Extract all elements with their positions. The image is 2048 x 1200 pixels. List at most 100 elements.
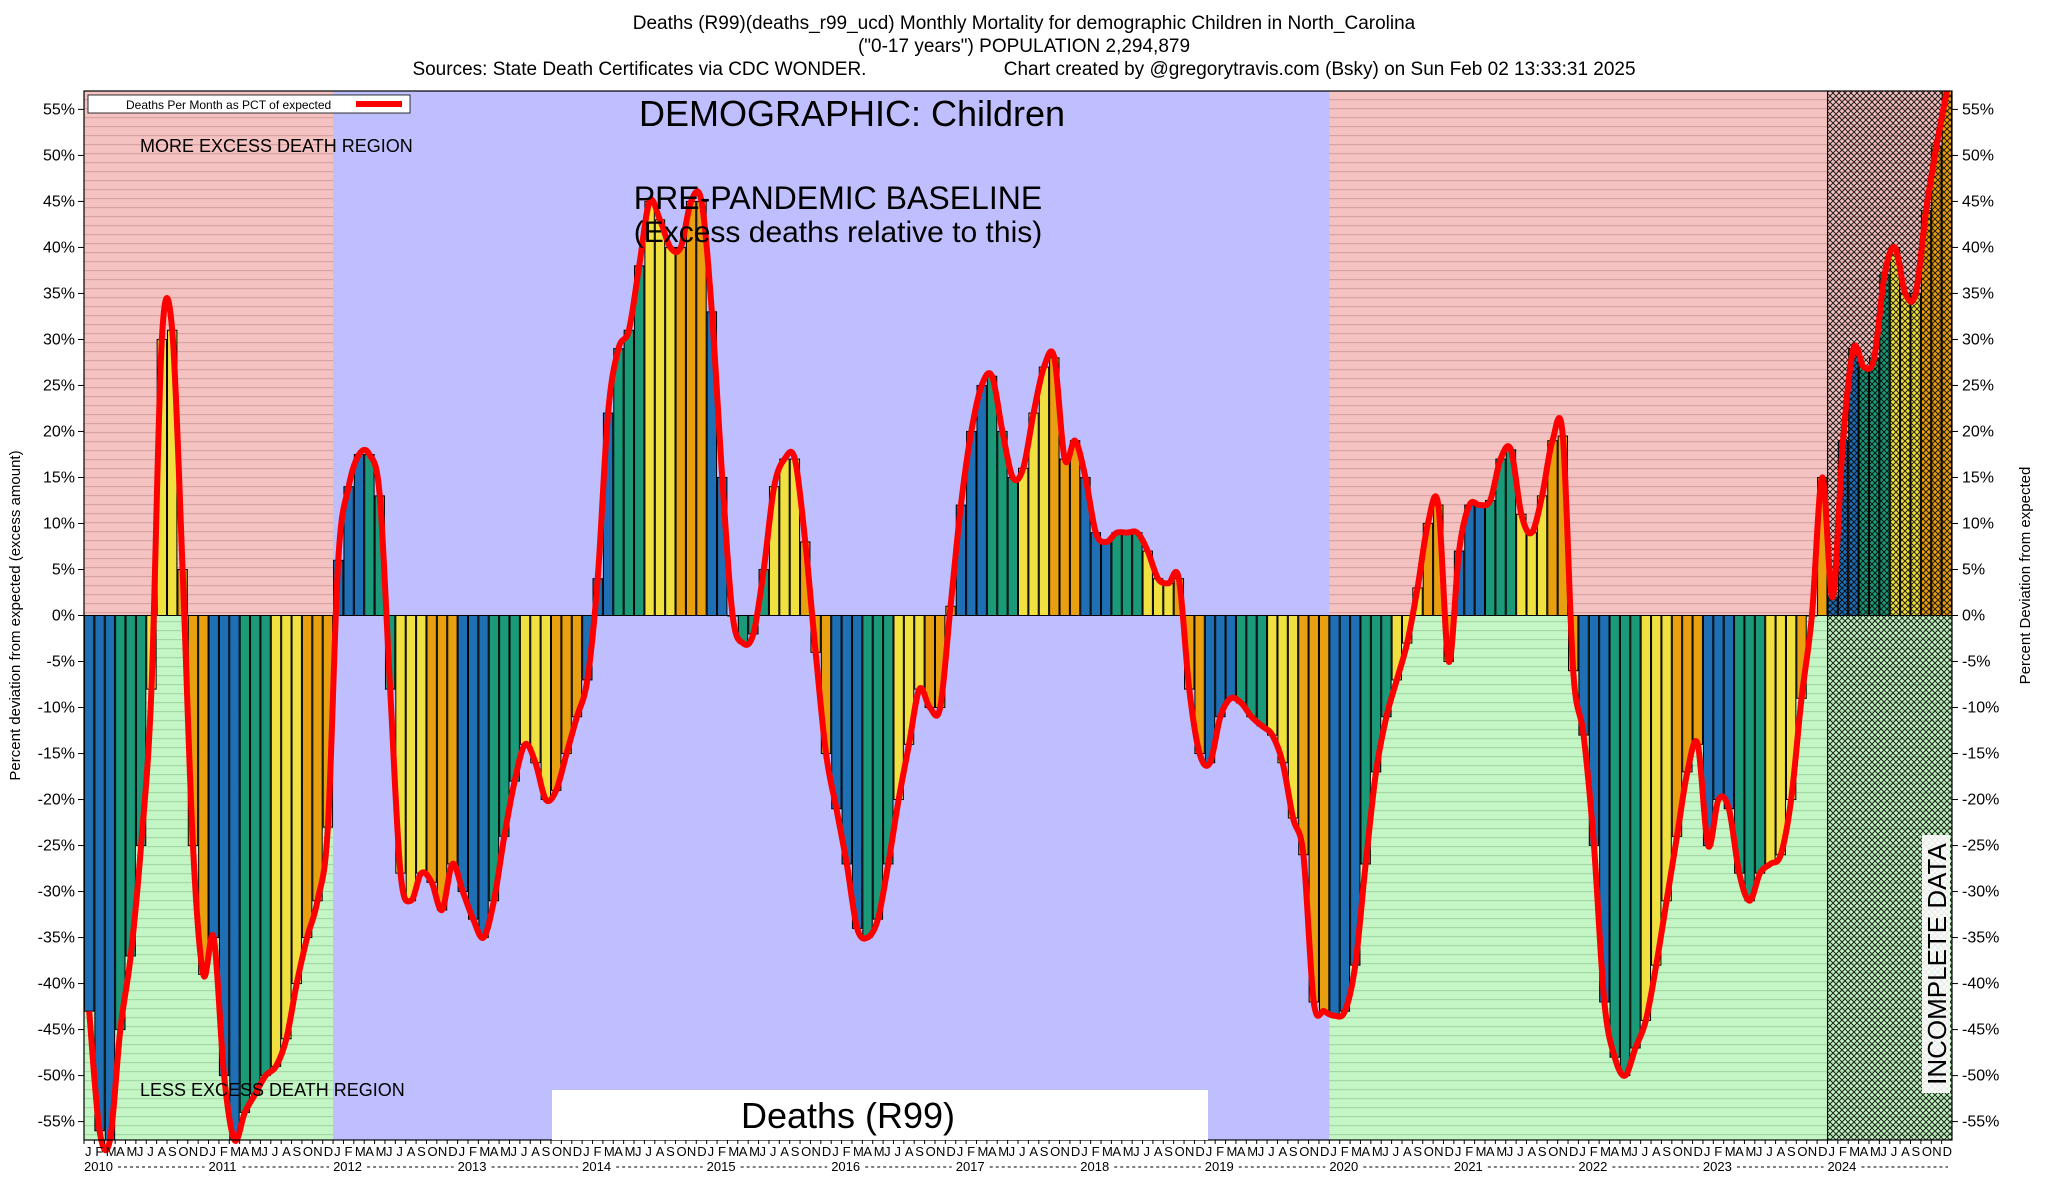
less-excess-label: LESS EXCESS DEATH REGION — [140, 1080, 405, 1100]
data-bar — [613, 348, 624, 616]
data-bar — [1163, 582, 1174, 617]
y-tick-label-right: -40% — [1962, 976, 1999, 993]
data-bar — [1692, 615, 1703, 745]
y-tick-label-left: -5% — [47, 654, 75, 671]
y-tick-label-left: 30% — [43, 331, 75, 348]
x-tick-month-label: J — [261, 1144, 268, 1159]
x-tick-month-label: A — [905, 1144, 914, 1159]
x-tick-month-label: N — [189, 1144, 198, 1159]
x-tick-month-label: F — [1216, 1144, 1224, 1159]
data-bar — [94, 615, 105, 1132]
y-tick-label-right: -15% — [1962, 746, 1999, 763]
y-tick-label-right: -55% — [1962, 1114, 1999, 1131]
data-bar — [1640, 615, 1652, 1021]
data-bar — [685, 200, 697, 616]
y-tick-label-right: -25% — [1962, 838, 1999, 855]
x-tick-month-label: A — [365, 1144, 374, 1159]
baseline-label: PRE-PANDEMIC BASELINE — [634, 180, 1042, 216]
y-tick-label-right: -35% — [1962, 930, 1999, 947]
y-tick-label-left: 5% — [52, 561, 75, 578]
data-bar — [1661, 615, 1672, 902]
x-tick-month-label: J — [1507, 1144, 1514, 1159]
x-tick-month-label: M — [1870, 1144, 1881, 1159]
data-bar — [654, 219, 666, 616]
x-tick-month-label: O — [1050, 1144, 1060, 1159]
y-tick-label-right: -50% — [1962, 1068, 1999, 1085]
x-tick-year-label: 2010 — [84, 1159, 113, 1174]
y-tick-label-right: -45% — [1962, 1022, 1999, 1039]
x-tick-month-label: S — [293, 1144, 302, 1159]
legend: Deaths Per Month as PCT of expected — [87, 94, 411, 114]
x-tick-month-label: J — [147, 1144, 154, 1159]
x-tick-month-label: M — [479, 1144, 490, 1159]
data-bar — [1277, 615, 1288, 764]
data-bar — [488, 615, 500, 902]
x-tick-month-label: A — [158, 1144, 167, 1159]
data-bar — [779, 458, 790, 617]
x-tick-month-label: M — [1849, 1144, 1860, 1159]
y-tick-label-left: 45% — [43, 193, 75, 210]
x-tick-month-label: O — [926, 1144, 936, 1159]
x-tick-month-label: O — [677, 1144, 687, 1159]
x-tick-month-label: J — [583, 1144, 590, 1159]
data-bar — [986, 375, 998, 617]
x-tick-month-label: J — [1756, 1144, 1763, 1159]
data-bar — [1298, 615, 1309, 856]
x-tick-month-label: S — [1164, 1144, 1173, 1159]
x-tick-month-label: J — [1393, 1144, 1400, 1159]
x-tick-month-label: A — [116, 1144, 125, 1159]
data-bar — [1723, 615, 1735, 810]
y-tick-label-left: 50% — [43, 147, 75, 164]
data-bar — [416, 615, 427, 874]
y-tick-label-right: 25% — [1962, 377, 1994, 394]
x-tick-month-label: J — [459, 1144, 466, 1159]
x-tick-month-label: M — [500, 1144, 511, 1159]
metric-label: Deaths (R99) — [741, 1095, 955, 1136]
chart-title-block: Deaths (R99)(deaths_r99_ucd) Monthly Mor… — [0, 12, 2048, 81]
x-tick-month-label: M — [1476, 1144, 1487, 1159]
data-bar — [623, 329, 635, 616]
x-tick-month-label: A — [1237, 1144, 1246, 1159]
legend-label: Deaths Per Month as PCT of expected — [126, 98, 331, 112]
data-bar — [353, 453, 365, 616]
data-bar — [1329, 615, 1340, 1017]
x-tick-month-label: O — [1797, 1144, 1807, 1159]
data-bar — [1651, 615, 1662, 966]
x-tick-month-label: S — [1289, 1144, 1298, 1159]
data-bar — [1526, 532, 1537, 616]
data-bar — [1474, 504, 1485, 616]
x-tick-month-label: J — [1330, 1144, 1337, 1159]
y-tick-label-left: 35% — [43, 285, 75, 302]
y-tick-label-right: 15% — [1962, 469, 1994, 486]
x-tick-month-label: J — [1268, 1144, 1275, 1159]
data-bar — [1101, 541, 1112, 617]
x-tick-month-label: A — [1112, 1144, 1121, 1159]
x-tick-year-label: 2016 — [831, 1159, 860, 1174]
data-bar — [250, 615, 261, 1095]
x-tick-month-label: S — [1538, 1144, 1547, 1159]
x-tick-month-label: O — [1175, 1144, 1185, 1159]
y-tick-label-right: 30% — [1962, 331, 1994, 348]
x-tick-month-label: N — [1434, 1144, 1443, 1159]
x-tick-month-label: N — [1185, 1144, 1194, 1159]
data-bar — [1765, 615, 1776, 865]
x-tick-year-label: 2014 — [582, 1159, 611, 1174]
data-bar — [1630, 615, 1641, 1049]
x-tick-year-label: 2024 — [1827, 1159, 1856, 1174]
y-axis-label-right: Percent Deviation from expected — [2017, 467, 2034, 685]
data-bar — [914, 615, 925, 690]
x-tick-month-label: A — [531, 1144, 540, 1159]
x-tick-month-label: J — [1517, 1144, 1524, 1159]
data-bar — [675, 246, 686, 617]
x-tick-month-label: F — [1092, 1144, 1100, 1159]
data-bar — [260, 615, 271, 1077]
x-tick-month-label: J — [1009, 1144, 1016, 1159]
baseline-sublabel: (Excess deaths relative to this) — [634, 216, 1043, 249]
x-tick-month-label: F — [594, 1144, 602, 1159]
x-tick-year-label: 2013 — [458, 1159, 487, 1174]
x-tick-month-label: J — [1144, 1144, 1151, 1159]
x-tick-month-label: D — [1818, 1144, 1827, 1159]
x-tick-month-label: J — [894, 1144, 901, 1159]
data-bar — [841, 615, 852, 865]
